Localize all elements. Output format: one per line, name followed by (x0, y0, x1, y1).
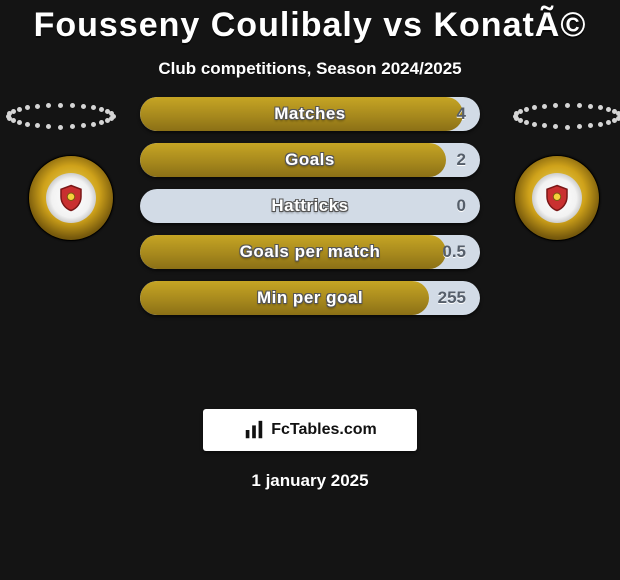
team-crest-left (28, 155, 114, 241)
team-crest-right (514, 155, 600, 241)
decoration-ellipse-left (8, 105, 113, 127)
stat-bar: Goals per match 0.5 (140, 235, 480, 269)
stat-bar-value: 255 (438, 281, 466, 315)
stat-bar-label: Goals per match (140, 235, 480, 269)
shield-icon (542, 183, 572, 213)
stat-bar: Min per goal 255 (140, 281, 480, 315)
bar-chart-icon (243, 419, 265, 441)
branding-badge: FcTables.com (203, 409, 417, 451)
stat-bar: Hattricks 0 (140, 189, 480, 223)
stat-bar-value: 0.5 (442, 235, 466, 269)
team-crest-right-inner (532, 173, 582, 223)
page-title: Fousseny Coulibaly vs KonatÃ© (0, 0, 620, 45)
stat-bar-label: Goals (140, 143, 480, 177)
stat-bar: Matches 4 (140, 97, 480, 131)
stat-bar-value: 0 (457, 189, 466, 223)
stat-bar-label: Matches (140, 97, 480, 131)
subtitle: Club competitions, Season 2024/2025 (0, 59, 620, 79)
stat-bars: Matches 4 Goals 2 Hattricks 0 Goals per … (140, 97, 480, 327)
stat-bar-label: Min per goal (140, 281, 480, 315)
stat-bar-label: Hattricks (140, 189, 480, 223)
branding-text: FcTables.com (271, 421, 377, 439)
stat-bar-value: 4 (457, 97, 466, 131)
comparison-panel: Matches 4 Goals 2 Hattricks 0 Goals per … (0, 97, 620, 397)
footer-date: 1 january 2025 (0, 471, 620, 491)
team-crest-left-inner (46, 173, 96, 223)
decoration-ellipse-right (515, 105, 620, 127)
stat-bar-value: 2 (457, 143, 466, 177)
stat-bar: Goals 2 (140, 143, 480, 177)
shield-icon (56, 183, 86, 213)
